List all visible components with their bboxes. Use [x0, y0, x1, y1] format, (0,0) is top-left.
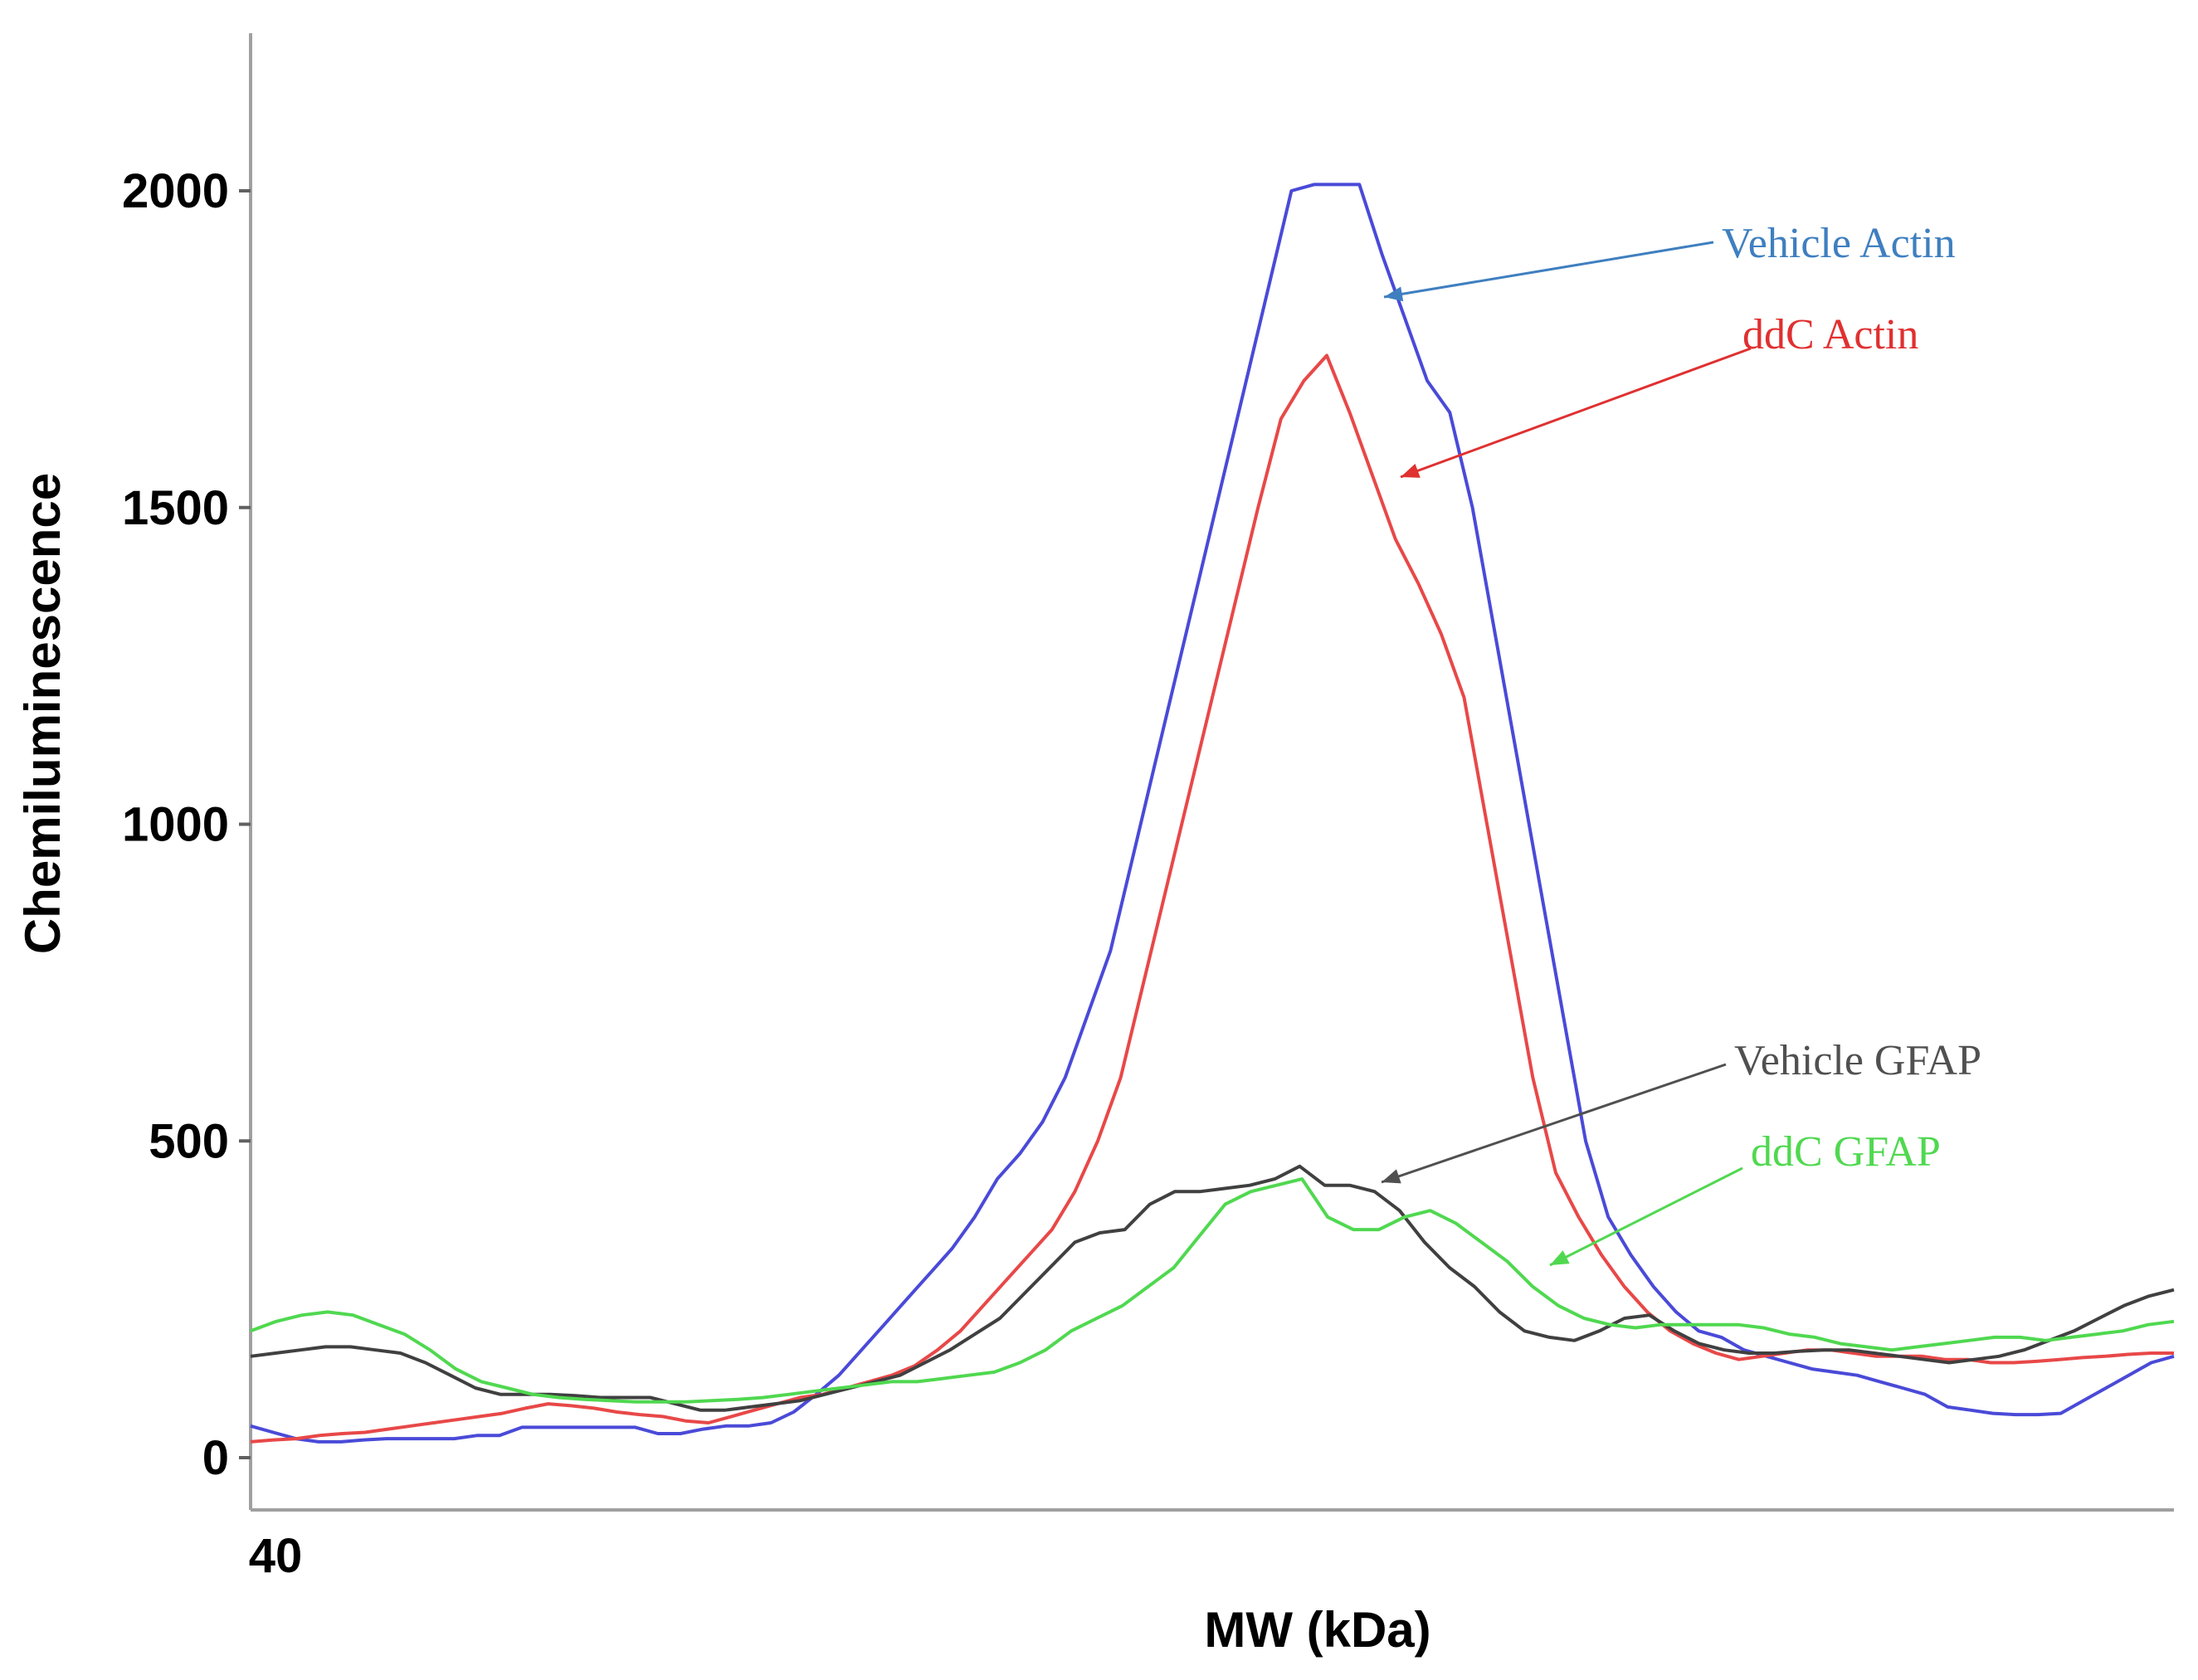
x-axis-title: MW (kDa) [1204, 1602, 1430, 1658]
annotation-label-vehicle-gfap: Vehicle GFAP [1734, 1037, 1981, 1084]
y-tick-label: 1500 [122, 481, 229, 535]
annotation-arrowhead-ddc-actin [1401, 464, 1421, 478]
annotation-label-vehicle-actin: Vehicle Actin [1722, 220, 1956, 267]
annotation-label-ddc-actin: ddC Actin [1742, 311, 1918, 358]
series-line-ddc-actin [250, 353, 2174, 1444]
series-line-vehicle-actin [250, 183, 2175, 1444]
annotation-label-ddc-gfap: ddC GFAP [1751, 1128, 1941, 1176]
annotation-arrowhead-vehicle-gfap [1382, 1169, 1401, 1184]
x-ticks: 40 [249, 1529, 303, 1583]
annotation-arrow-ddc-actin [1400, 347, 1752, 479]
series-line-ddc-gfap [250, 1177, 2175, 1404]
x-tick-label: 40 [249, 1529, 303, 1583]
y-tick-label: 1000 [122, 798, 229, 852]
annotation-arrowhead-vehicle-actin [1384, 286, 1404, 302]
annotation-arrow-vehicle-actin [1383, 241, 1714, 299]
y-tick-label: 500 [149, 1114, 229, 1168]
y-ticks: 0 500 1000 1500 2000 [122, 164, 251, 1485]
annotation-arrow-ddc-gfap [1549, 1166, 1743, 1267]
series-lines [250, 183, 2175, 1444]
annotation-arrow-vehicle-gfap [1381, 1063, 1727, 1184]
y-tick-label: 0 [202, 1431, 229, 1485]
annotations: Vehicle Actin ddC Actin Vehicle GFAP ddC GF… [1381, 220, 1981, 1267]
y-axis-title: Chemiluminescence [15, 473, 71, 954]
series-line-vehicle-gfap [250, 1164, 2175, 1412]
annotation-arrowhead-ddc-gfap [1550, 1250, 1570, 1265]
y-tick-label: 2000 [122, 164, 229, 218]
